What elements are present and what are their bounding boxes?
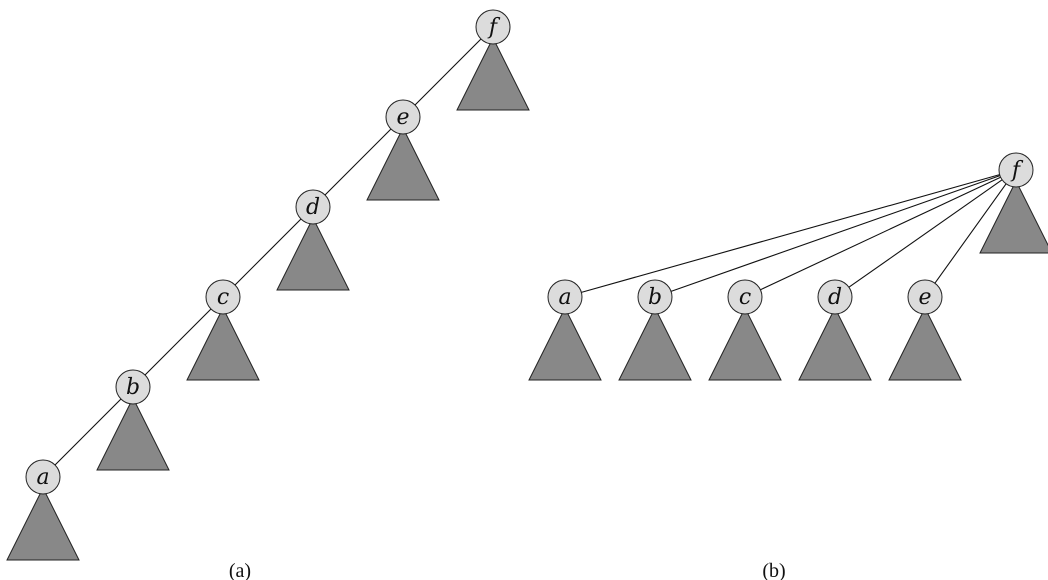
b-subtree-c xyxy=(708,306,782,381)
b-node-label-b: b xyxy=(648,285,662,310)
a-node-circle-c xyxy=(205,279,241,315)
a-node-d: d xyxy=(295,189,331,225)
b-node-circle-a xyxy=(547,279,583,315)
a-edge-d-c xyxy=(234,218,302,286)
a-node-c: c xyxy=(205,279,241,315)
a-node-e: e xyxy=(385,99,421,135)
b-node-circle-e xyxy=(907,279,943,315)
b-node-e: e xyxy=(907,279,943,315)
b-node-circle-b xyxy=(637,279,673,315)
b-node-a: a xyxy=(547,279,583,315)
a-node-circle-f xyxy=(475,9,511,45)
b-node-label-c: c xyxy=(739,285,751,310)
a-node-label-a: a xyxy=(36,465,49,490)
a-edge-b-a xyxy=(54,398,122,466)
a-node-label-e: e xyxy=(396,105,409,130)
a-subtree-d xyxy=(276,216,350,291)
b-edge-f-c xyxy=(760,176,1001,291)
b-edge-f-b xyxy=(670,175,1001,292)
a-subtree-b xyxy=(96,396,170,471)
b-node-label-d: d xyxy=(828,285,842,310)
a-node-b: b xyxy=(115,369,151,405)
a-node-circle-b xyxy=(115,369,151,405)
b-subtree-e xyxy=(888,306,962,381)
a-node-circle-a xyxy=(25,459,61,495)
b-edge-f-d xyxy=(848,179,1003,288)
a-node-a: a xyxy=(25,459,61,495)
panel-a-caption: (a) xyxy=(229,560,251,580)
a-node-label-b: b xyxy=(126,375,140,400)
b-node-d: d xyxy=(817,279,853,315)
a-node-f: f xyxy=(475,9,511,45)
a-edge-c-b xyxy=(144,308,212,376)
a-edge-f-e xyxy=(414,38,482,106)
b-subtree-f xyxy=(979,179,1048,254)
panel-b-caption: (b) xyxy=(762,560,785,580)
b-node-circle-d xyxy=(817,279,853,315)
b-node-c: c xyxy=(727,279,763,315)
a-node-label-c: c xyxy=(217,285,229,310)
a-node-circle-e xyxy=(385,99,421,135)
a-node-circle-d xyxy=(295,189,331,225)
a-node-label-d: d xyxy=(306,195,320,220)
b-node-b: b xyxy=(637,279,673,315)
a-edge-e-d xyxy=(324,128,392,196)
b-node-f: f xyxy=(998,152,1034,188)
a-subtree-a xyxy=(6,486,80,561)
b-edge-f-a xyxy=(581,174,1000,293)
b-subtree-d xyxy=(798,306,872,381)
b-node-label-e: e xyxy=(918,285,931,310)
a-subtree-f xyxy=(456,36,530,111)
panel-a-chain-tree: f e d c b a xyxy=(6,9,530,561)
b-node-label-a: a xyxy=(558,285,571,310)
b-node-circle-f xyxy=(998,152,1034,188)
panel-b-flattened-tree: f a b c d e xyxy=(528,152,1048,381)
b-subtree-a xyxy=(528,306,602,381)
b-node-circle-c xyxy=(727,279,763,315)
b-subtree-b xyxy=(618,306,692,381)
a-subtree-e xyxy=(366,126,440,201)
a-subtree-c xyxy=(186,306,260,381)
b-edge-f-e xyxy=(934,183,1007,284)
